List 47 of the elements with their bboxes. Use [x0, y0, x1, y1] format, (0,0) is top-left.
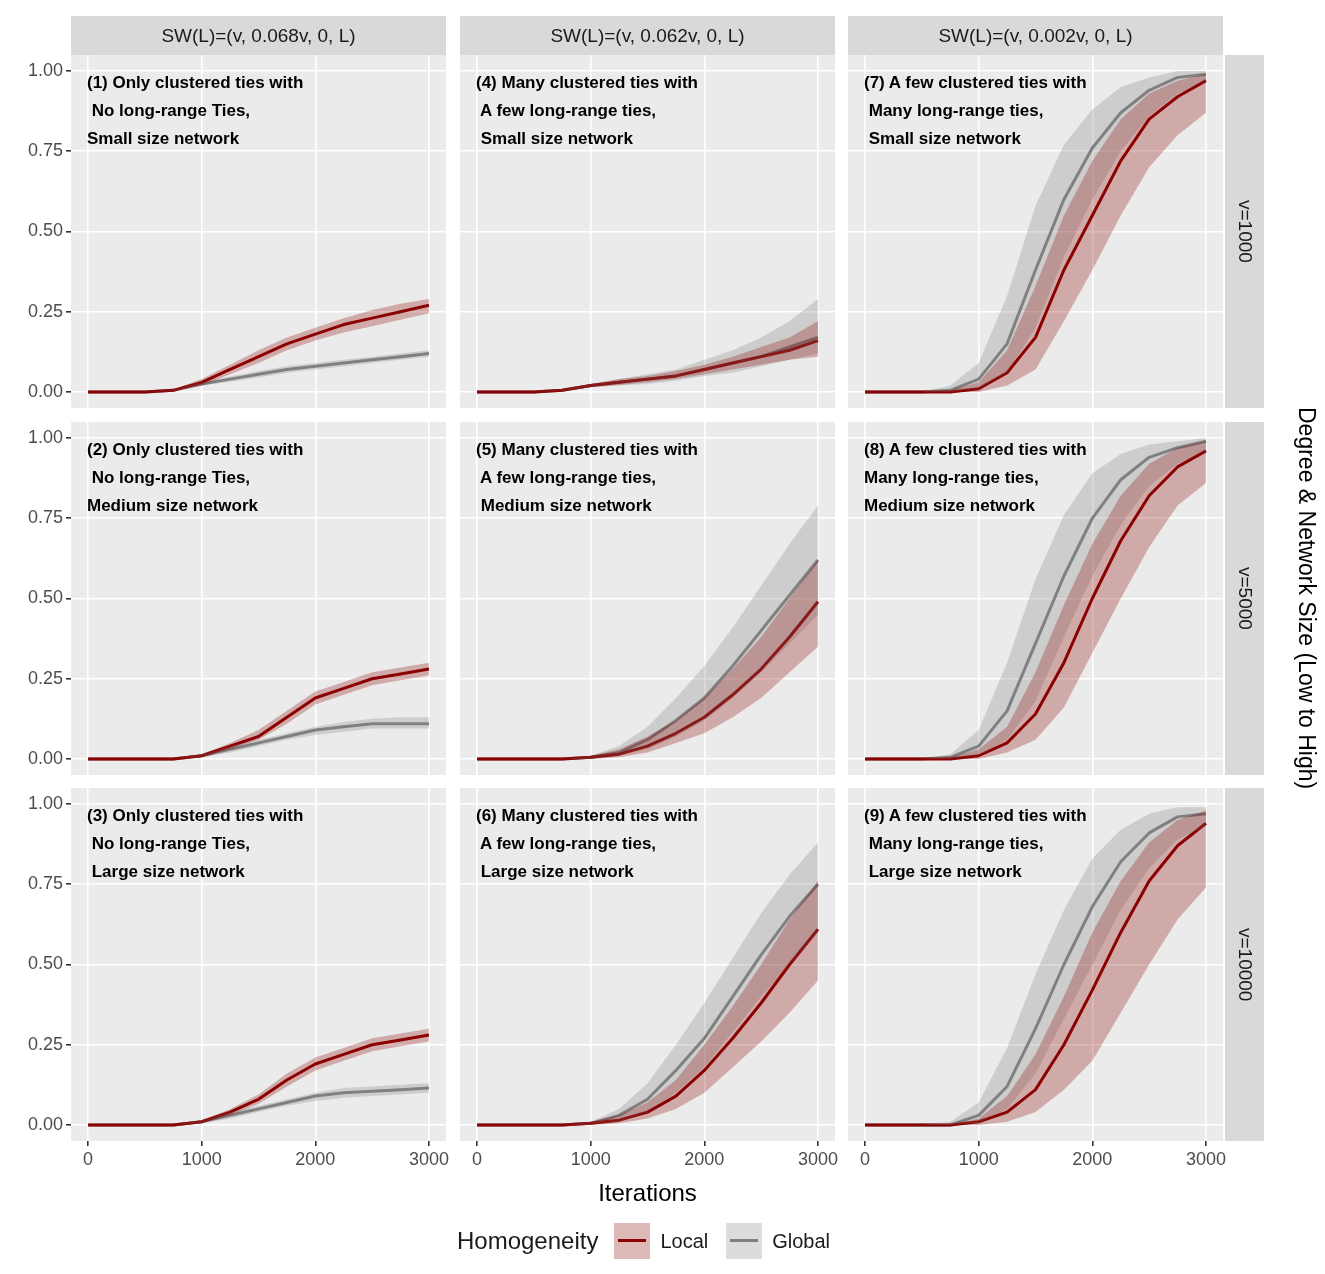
chart-title: SW(L)=(v, 0.062v, 0, L) — [460, 16, 835, 55]
x-tick-label: 1000 — [181, 1148, 222, 1169]
legend-title: Homogeneity — [456, 1227, 599, 1255]
x-tick-label: 0 — [83, 1148, 94, 1169]
y-tick-label: 0.50 — [27, 220, 63, 241]
annotation: (1) Only clustered ties with No long-range Ties, Small size network — [87, 72, 304, 150]
x-tick-label: 3000 — [408, 1148, 449, 1169]
y-tick-label: 0.50 — [27, 587, 63, 608]
y2-axis-title: v=5000 — [1225, 422, 1264, 775]
legend-label: Local — [660, 1229, 709, 1253]
y-tick-label: 0.75 — [27, 140, 63, 161]
y-tick-label: 1.00 — [27, 427, 63, 448]
x-tick-label: 3000 — [1185, 1148, 1226, 1169]
x-tick-label: 1000 — [958, 1148, 999, 1169]
chart-title: SW(L)=(v, 0.002v, 0, L) — [848, 16, 1223, 55]
annotation: (7) A few clustered ties with Many long-range ties, Small size network — [864, 72, 1087, 150]
y-tick-label: 0.00 — [27, 1113, 63, 1134]
x-tick-label: 0 — [472, 1148, 483, 1169]
y-tick-label: 0.00 — [27, 747, 63, 768]
annotation: (6) Many clustered ties with A few long-range ties, Large size network — [476, 805, 698, 883]
y-tick-label: 1.00 — [27, 60, 63, 81]
y-tick-label: 1.00 — [27, 793, 63, 814]
x-tick-label: 2000 — [684, 1148, 725, 1169]
y2-axis-title: v=1000 — [1225, 55, 1264, 408]
annotation: (8) A few clustered ties with Many long-range ties, Medium size network — [864, 439, 1087, 517]
y-tick-label: 0.25 — [27, 667, 63, 688]
y-tick-label: 0.25 — [27, 300, 63, 321]
x-tick-label: 0 — [860, 1148, 871, 1169]
y2-axis-title: v=10000 — [1225, 788, 1264, 1141]
y-axis-title: Degree & Network Size (Low to High) — [1292, 406, 1321, 792]
annotation: (4) Many clustered ties with A few long-range ties, Small size network — [476, 72, 698, 150]
y-tick-label: 0.75 — [27, 507, 63, 528]
x-axis-title: Iterations — [597, 1179, 698, 1207]
y-tick-label: 0.50 — [27, 953, 63, 974]
annotation: (9) A few clustered ties with Many long-range ties, Large size network — [864, 805, 1087, 883]
y-tick-label: 0.25 — [27, 1033, 63, 1054]
x-tick-label: 2000 — [295, 1148, 336, 1169]
x-tick-label: 2000 — [1072, 1148, 1113, 1169]
legend-label: Global — [772, 1229, 831, 1253]
annotation: (2) Only clustered ties with No long-range Ties, Medium size network — [87, 439, 304, 517]
chart-title: SW(L)=(v, 0.068v, 0, L) — [71, 16, 446, 55]
x-tick-label: 1000 — [570, 1148, 611, 1169]
y-tick-label: 0.75 — [27, 873, 63, 894]
annotation: (5) Many clustered ties with A few long-range ties, Medium size network — [476, 439, 698, 517]
x-tick-label: 3000 — [797, 1148, 838, 1169]
annotation: (3) Only clustered ties with No long-range Ties, Large size network — [87, 805, 304, 883]
y-tick-label: 0.00 — [27, 380, 63, 401]
